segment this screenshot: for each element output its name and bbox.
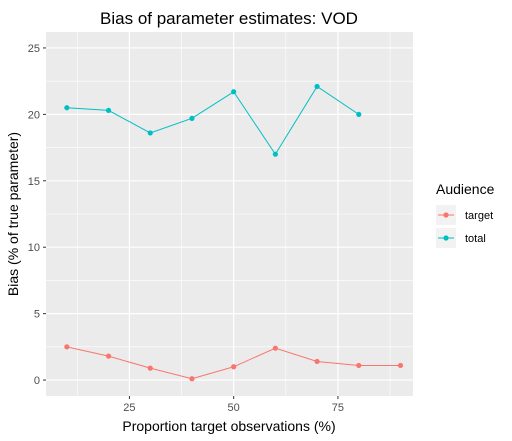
series-layer bbox=[64, 83, 404, 382]
data-point-target bbox=[105, 353, 112, 359]
data-point-total bbox=[64, 105, 70, 111]
y-axis: 0 5 10 15 20 25 bbox=[28, 43, 46, 387]
y-tick-label: 0 bbox=[34, 375, 40, 387]
series-line-total bbox=[66, 85, 360, 156]
data-point-total bbox=[147, 130, 153, 136]
y-tick-label: 10 bbox=[28, 242, 40, 254]
chart-title: Bias of parameter estimates: VOD bbox=[100, 9, 358, 28]
legend-key-total bbox=[436, 228, 456, 248]
legend-key-point bbox=[443, 212, 449, 218]
data-point-target bbox=[314, 358, 320, 365]
legend-key-point bbox=[443, 235, 449, 241]
x-tick-label: 25 bbox=[123, 402, 135, 414]
grid-minor bbox=[46, 32, 413, 396]
data-point-total bbox=[231, 89, 237, 95]
data-point-target bbox=[272, 345, 278, 351]
legend-label-target: target bbox=[465, 210, 493, 222]
y-tick-label: 15 bbox=[28, 176, 40, 188]
data-point-target bbox=[231, 364, 237, 370]
data-point-total bbox=[314, 83, 320, 90]
y-axis-title: Bias (% of true parameter) bbox=[5, 132, 21, 296]
legend-label-total: total bbox=[465, 233, 486, 245]
y-tick-label: 25 bbox=[28, 43, 40, 55]
data-point-total bbox=[272, 151, 278, 157]
y-tick-label: 20 bbox=[28, 109, 40, 121]
data-point-target bbox=[397, 362, 404, 369]
x-tick-label: 75 bbox=[332, 402, 344, 414]
x-axis-title: Proportion target observations (%) bbox=[122, 418, 335, 434]
data-point-total bbox=[356, 111, 362, 117]
legend-key-target bbox=[436, 205, 456, 225]
legend-title: Audience bbox=[436, 181, 495, 197]
data-point-total bbox=[105, 107, 112, 113]
data-point-total bbox=[189, 115, 195, 121]
data-point-target bbox=[356, 362, 362, 369]
legend: Audience target total bbox=[436, 181, 495, 248]
y-tick-label: 5 bbox=[34, 309, 40, 321]
x-tick-label: 50 bbox=[228, 402, 240, 414]
data-point-target bbox=[147, 365, 153, 371]
data-point-target bbox=[64, 344, 70, 350]
x-axis: 25 50 75 bbox=[123, 396, 344, 414]
data-point-target bbox=[189, 376, 195, 382]
